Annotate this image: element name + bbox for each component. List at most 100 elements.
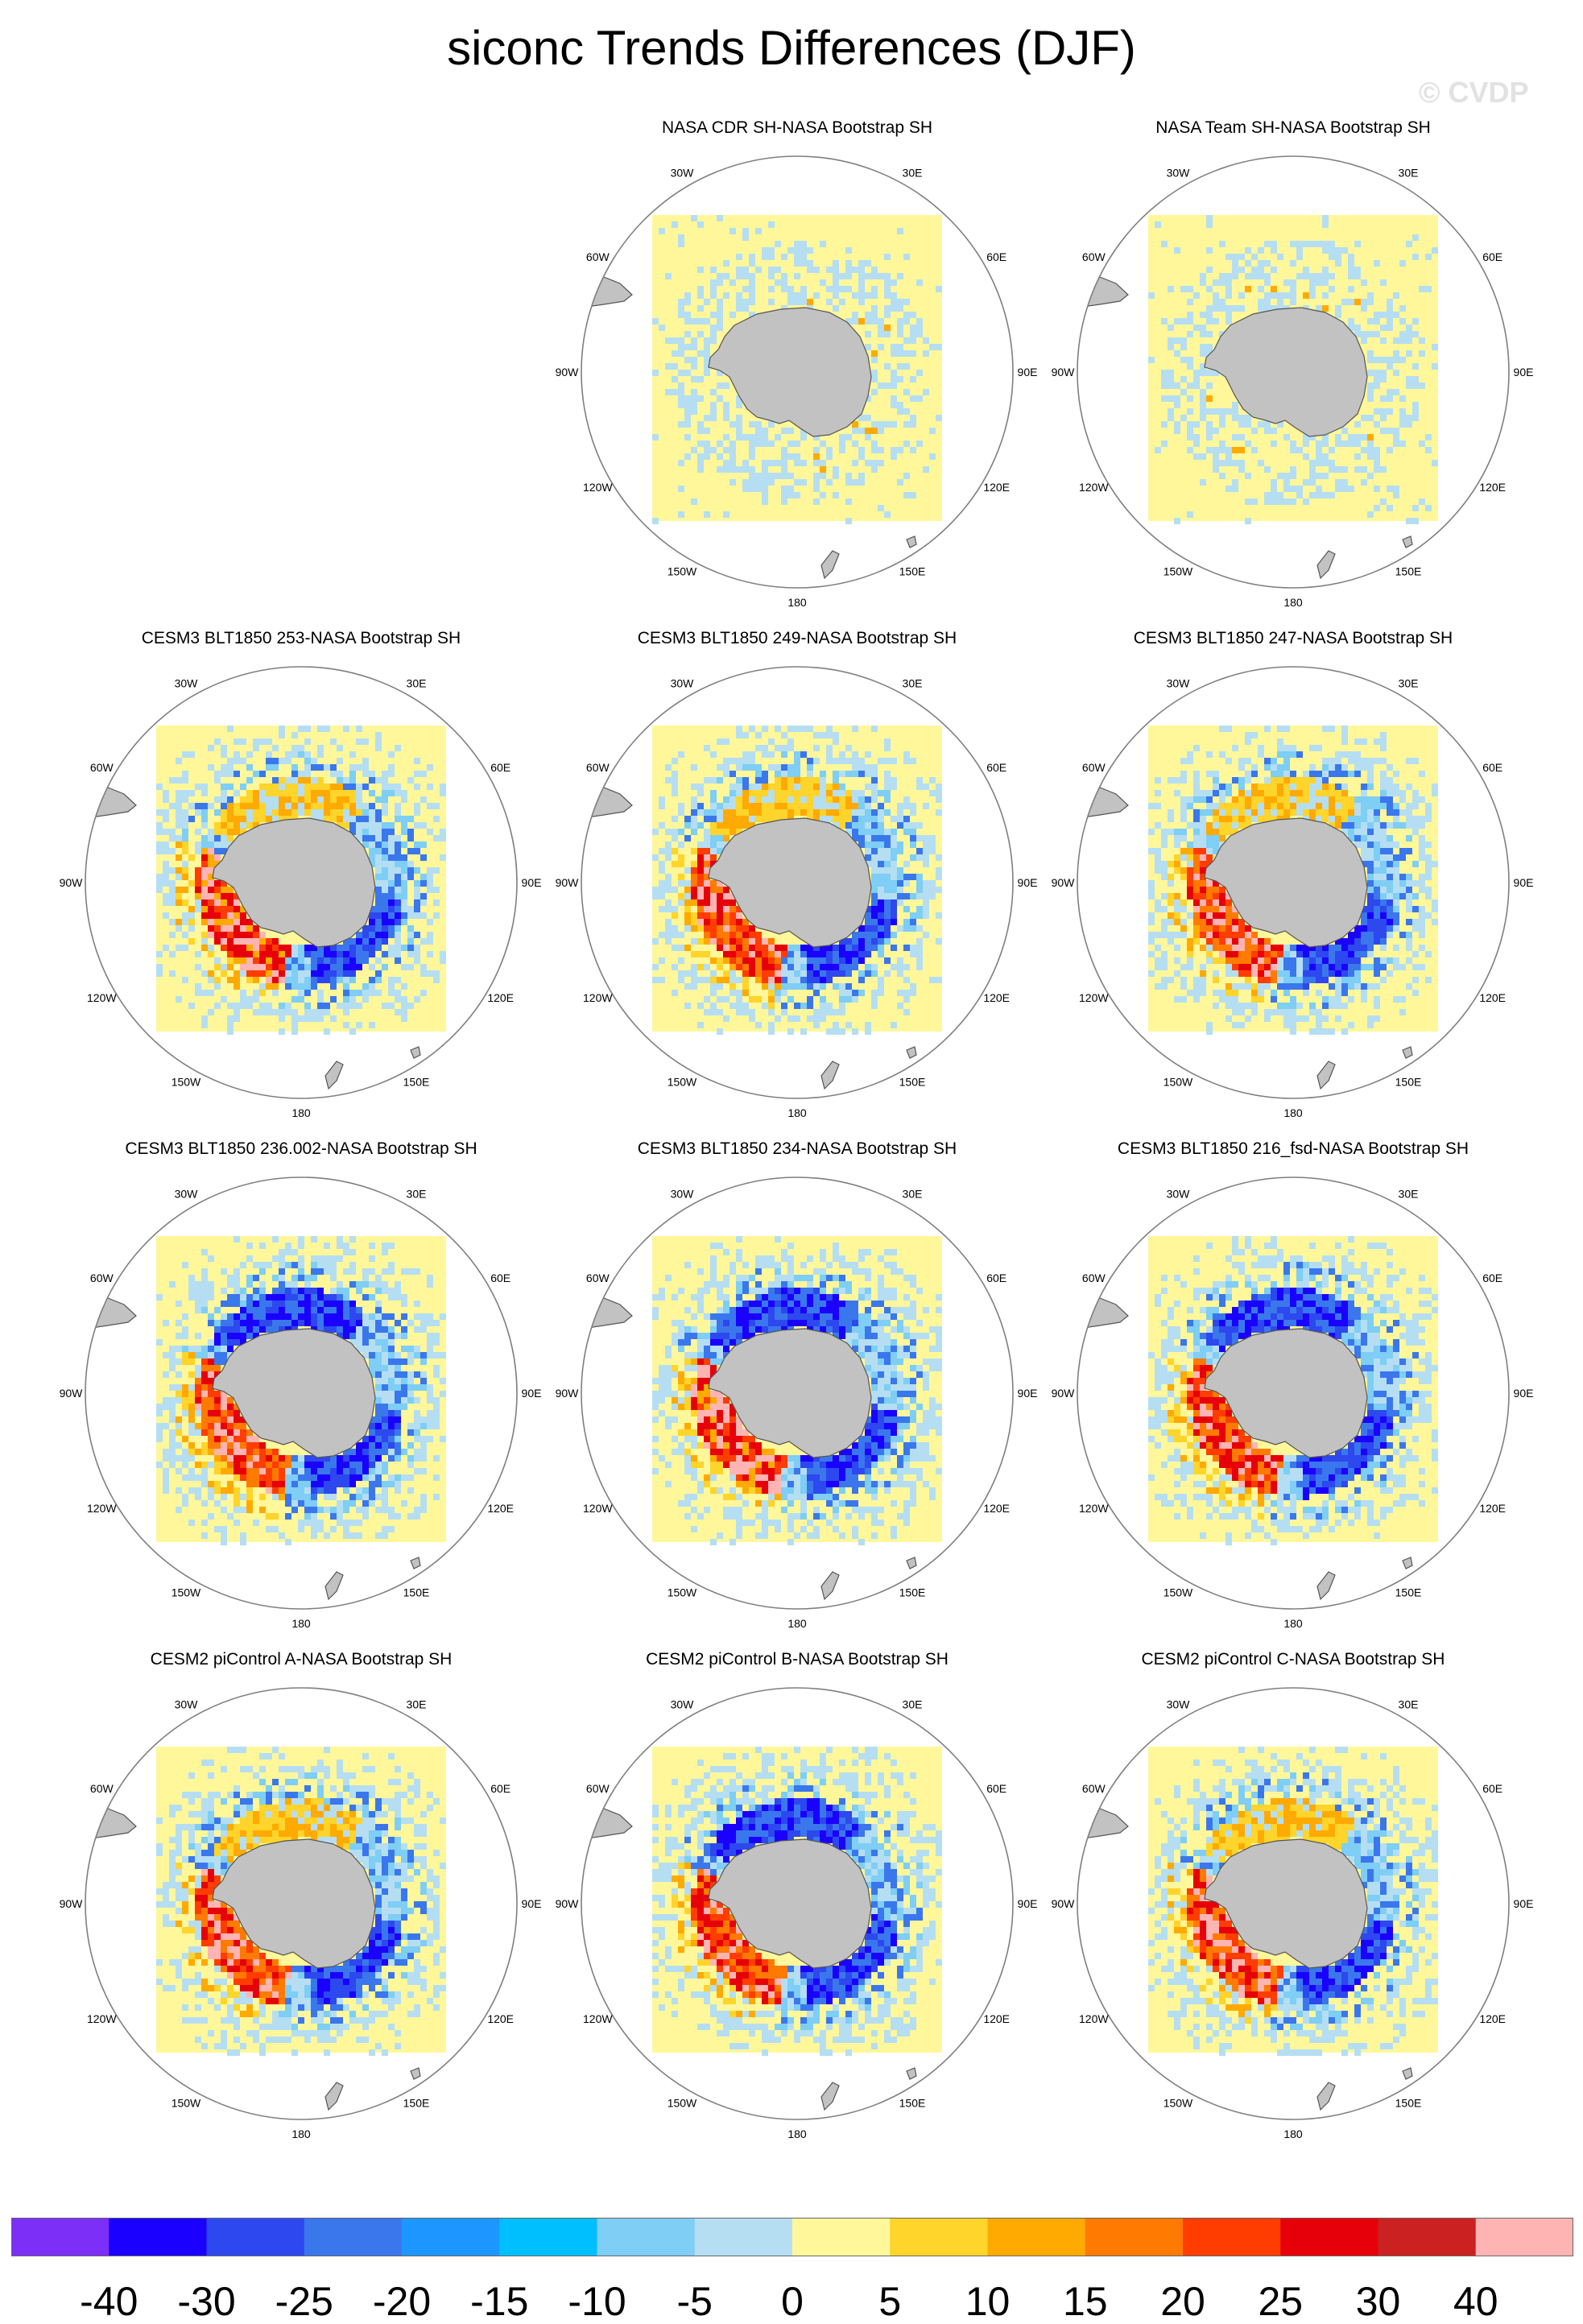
data-cell [730, 447, 736, 453]
data-cell [1283, 796, 1290, 803]
data-cell [833, 964, 839, 970]
data-cell [884, 848, 891, 854]
data-cell [1206, 932, 1213, 938]
data-cell [704, 337, 710, 344]
data-cell [1309, 803, 1316, 809]
data-cell [343, 1449, 349, 1455]
data-cell [401, 1378, 407, 1384]
data-cell [356, 835, 362, 842]
data-cell [375, 1410, 382, 1416]
data-cell [195, 809, 201, 816]
data-cell [291, 1028, 298, 1035]
data-cell [1354, 267, 1361, 273]
data-cell [343, 784, 349, 790]
data-cell [240, 1532, 246, 1539]
data-cell [871, 305, 878, 312]
data-cell [704, 951, 710, 957]
data-cell [1283, 951, 1290, 957]
data-cell [298, 1320, 304, 1326]
data-cell [1174, 912, 1180, 919]
data-cell [1354, 764, 1361, 771]
data-cell [259, 1442, 266, 1449]
data-cell [858, 479, 865, 486]
data-cell [1387, 312, 1393, 318]
data-cell [1367, 842, 1374, 848]
data-cell [775, 951, 781, 957]
longitude-label: 150W [172, 1076, 201, 1089]
data-cell [298, 970, 304, 977]
data-cell [1238, 421, 1245, 428]
data-cell [182, 945, 188, 951]
data-cell [195, 990, 201, 996]
data-cell [697, 925, 704, 932]
data-cell [221, 1410, 227, 1416]
data-cell [420, 1442, 427, 1449]
data-cell [1406, 241, 1412, 247]
data-cell [1232, 996, 1238, 1003]
data-cell [1367, 899, 1374, 906]
data-cell [684, 919, 691, 925]
data-cell [1393, 434, 1399, 440]
data-cell [349, 1339, 356, 1346]
data-cell [163, 842, 169, 848]
data-cell [1419, 835, 1425, 842]
longitude-label: 60W [90, 761, 114, 774]
data-cell [852, 428, 858, 434]
data-cell [1200, 395, 1206, 402]
data-cell [742, 925, 749, 932]
data-cell [897, 305, 903, 312]
data-cell [762, 777, 768, 784]
data-cell [291, 803, 298, 809]
data-cell [1245, 796, 1251, 803]
data-cell [395, 899, 401, 906]
data-cell [343, 996, 349, 1003]
data-cell [433, 1371, 440, 1378]
data-cell [897, 363, 903, 370]
data-cell [755, 777, 762, 784]
data-cell [1335, 945, 1341, 951]
data-cell [736, 758, 742, 764]
data-cell [337, 970, 343, 977]
data-cell [201, 790, 208, 796]
data-cell [420, 893, 427, 899]
data-cell [1341, 479, 1348, 486]
data-cell [388, 764, 395, 771]
data-cell [433, 816, 440, 822]
data-cell [246, 1275, 253, 1281]
data-cell [736, 951, 742, 957]
data-cell [240, 796, 246, 803]
data-cell [291, 1301, 298, 1307]
data-cell [246, 919, 253, 925]
data-cell [337, 1474, 343, 1481]
data-cell [1393, 790, 1399, 796]
data-cell [1161, 835, 1168, 842]
data-cell [884, 305, 891, 312]
data-cell [768, 273, 775, 279]
data-cell [691, 784, 697, 790]
data-cell [291, 1474, 298, 1481]
data-cell [768, 254, 775, 260]
data-cell [234, 1301, 240, 1307]
data-cell [188, 1294, 195, 1301]
data-cell [852, 440, 858, 447]
data-cell [1322, 996, 1329, 1003]
data-cell [1419, 822, 1425, 829]
data-cell [1251, 784, 1258, 790]
data-cell [337, 1481, 343, 1487]
data-cell [884, 312, 891, 318]
data-cell [1213, 880, 1219, 887]
data-cell [188, 925, 195, 932]
data-cell [768, 957, 775, 964]
data-cell [272, 1481, 279, 1487]
data-cell [1238, 925, 1245, 932]
data-cell [697, 318, 704, 325]
data-cell [1309, 977, 1316, 983]
data-cell [723, 466, 730, 473]
data-cell [910, 822, 916, 829]
data-cell [240, 970, 246, 977]
data-cell [343, 1307, 349, 1313]
data-cell [762, 254, 768, 260]
data-cell [1290, 745, 1296, 751]
data-cell [717, 370, 723, 376]
data-cell [659, 957, 665, 964]
